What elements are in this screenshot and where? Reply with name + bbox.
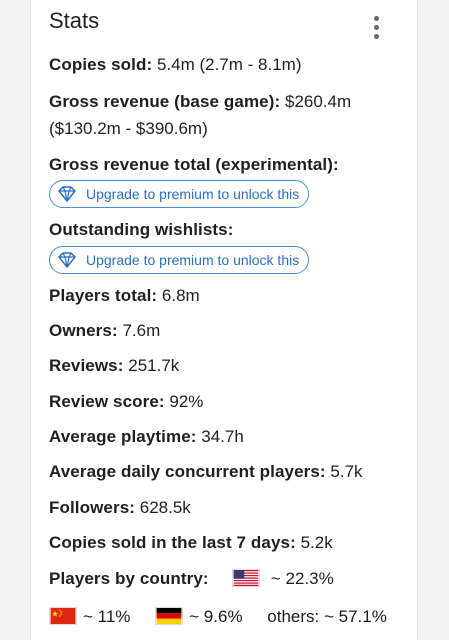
stat-label: Review score: bbox=[49, 392, 165, 411]
upgrade-label: Upgrade to premium to unlock this bbox=[86, 186, 300, 202]
stat-label: Owners: bbox=[49, 321, 118, 340]
diamond-icon bbox=[58, 252, 76, 268]
stat-reviews: Reviews: 251.7k bbox=[49, 354, 179, 378]
stat-label: Average playtime: bbox=[49, 427, 197, 446]
country-value: ~ 9.6% bbox=[189, 607, 243, 626]
stat-owners: Owners: 7.6m bbox=[49, 319, 160, 343]
country-value: ~ 11% bbox=[83, 607, 131, 626]
stat-gross-revenue-range: ($130.2m - $390.6m) bbox=[49, 117, 208, 141]
diamond-icon bbox=[58, 186, 76, 202]
stat-gross-revenue-base: Gross revenue (base game): $260.4m bbox=[49, 90, 351, 114]
stat-label: Reviews: bbox=[49, 356, 124, 375]
stat-label: Gross revenue total (experimental): bbox=[49, 155, 339, 174]
stat-label: Players by country: bbox=[49, 569, 209, 588]
stat-avg-daily-ccu: Average daily concurrent players: 5.7k bbox=[49, 460, 363, 484]
de-flag-icon bbox=[155, 607, 184, 625]
stat-label: Outstanding wishlists: bbox=[49, 220, 234, 239]
stat-value: 7.6m bbox=[122, 321, 161, 340]
country-value: ~ 22.3% bbox=[270, 569, 334, 588]
stat-review-score: Review score: 92% bbox=[49, 390, 203, 414]
stat-label: Copies sold: bbox=[49, 55, 153, 74]
cn-flag-icon bbox=[49, 607, 77, 625]
stat-label: Average daily concurrent players: bbox=[49, 462, 326, 481]
stat-value: 34.7h bbox=[201, 427, 244, 446]
stat-value: 5.7k bbox=[330, 462, 363, 481]
stat-value: $260.4m bbox=[284, 92, 352, 111]
upgrade-label: Upgrade to premium to unlock this bbox=[86, 252, 300, 268]
stat-label: Gross revenue (base game): bbox=[49, 92, 281, 111]
stat-average-playtime: Average playtime: 34.7h bbox=[49, 425, 244, 449]
upgrade-premium-button[interactable]: Upgrade to premium to unlock this bbox=[49, 180, 309, 208]
stat-players-by-country: Players by country: ~ 22.3% bbox=[49, 567, 334, 591]
country-others: others: ~ 57.1% bbox=[267, 607, 387, 626]
stat-copies-sold-7d: Copies sold in the last 7 days: 5.2k bbox=[49, 531, 333, 555]
stat-gross-revenue-total: Gross revenue total (experimental): bbox=[49, 153, 339, 177]
stat-copies-sold: Copies sold: 5.4m (2.7m - 8.1m) bbox=[49, 53, 302, 77]
stat-value: 5.4m (2.7m - 8.1m) bbox=[156, 55, 302, 74]
more-options-icon[interactable] bbox=[371, 16, 383, 40]
upgrade-premium-button[interactable]: Upgrade to premium to unlock this bbox=[49, 246, 309, 274]
us-flag-icon bbox=[232, 569, 261, 587]
stat-value: 92% bbox=[169, 392, 204, 411]
stat-label: Players total: bbox=[49, 286, 158, 305]
country-list: ~ 11% ~ 9.6% others: ~ 57.1% bbox=[49, 605, 387, 629]
stat-outstanding-wishlists: Outstanding wishlists: bbox=[49, 218, 234, 242]
stat-label: Copies sold in the last 7 days: bbox=[49, 533, 296, 552]
stat-value-range: ($130.2m - $390.6m) bbox=[49, 119, 208, 138]
stat-value: 628.5k bbox=[139, 498, 191, 517]
stat-players-total: Players total: 6.8m bbox=[49, 284, 200, 308]
stat-followers: Followers: 628.5k bbox=[49, 496, 191, 520]
stat-label: Followers: bbox=[49, 498, 136, 517]
stat-value: 5.2k bbox=[300, 533, 333, 552]
stats-card: Stats Copies sold: 5.4m (2.7m - 8.1m) Gr… bbox=[30, 0, 418, 640]
card-title: Stats bbox=[49, 8, 100, 33]
stat-value: 6.8m bbox=[161, 286, 200, 305]
stat-value: 251.7k bbox=[128, 356, 180, 375]
